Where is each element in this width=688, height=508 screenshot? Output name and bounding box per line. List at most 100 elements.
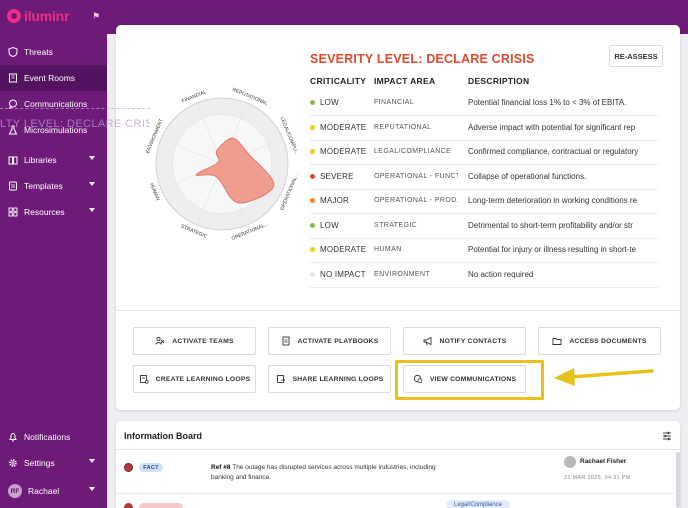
row-divider <box>116 493 676 494</box>
team-icon <box>155 336 165 346</box>
description-value: No action required <box>468 269 534 279</box>
book-icon <box>8 155 18 165</box>
loop-icon <box>139 374 149 384</box>
criticality-dot <box>310 198 315 203</box>
legal-compliance-tag: Legal/Compliance <box>446 500 510 508</box>
chevron-down-icon[interactable] <box>89 182 95 186</box>
access-documents-button[interactable]: ACCESS DOCUMENTS <box>538 327 661 355</box>
board-entry[interactable]: Ref #8 The outage has disrupted services… <box>211 463 441 483</box>
impact-area-value: REPUTATIONAL <box>374 123 432 131</box>
pin-icon[interactable]: ⚑ <box>92 11 101 21</box>
entry-ref: Ref #8 <box>211 464 231 471</box>
entry-author: Rachael Fisher <box>580 458 627 465</box>
sidebar-item-label: Communications <box>24 99 88 109</box>
logo[interactable]: iluminr <box>7 8 69 24</box>
radar-spoke <box>160 138 223 165</box>
share-learning-loops-button[interactable]: SHARE LEARNING LOOPS <box>268 365 391 393</box>
radar-data-shape <box>195 137 275 204</box>
criticality-dot <box>310 173 315 179</box>
building-icon <box>8 73 18 83</box>
severity-title: SEVERITY LEVEL: DECLARE CRISIS <box>310 52 535 66</box>
notify-contacts-button[interactable]: NOTIFY CONTACTS <box>403 327 526 355</box>
view-communications-button[interactable]: VIEW COMMUNICATIONS <box>403 365 526 393</box>
table-row[interactable]: MODERATE LEGAL/COMPLIANCE Confirmed compli… <box>310 141 658 165</box>
table-row[interactable]: MAJOR OPERATIONAL - PROD... Long-term dete… <box>310 190 658 214</box>
description-value: Adverse impact with potential for signif… <box>468 122 636 132</box>
chat-icon <box>413 374 423 384</box>
impact-radar-chart: FINANCIAL REPUTATIONALLEGAL/COMPLI...OPER… <box>145 87 300 242</box>
fact-badge: FACT <box>139 463 163 472</box>
description-value: Detrimental to short-term profitability … <box>468 220 633 230</box>
sidebar-item-notifications[interactable]: Notifications <box>0 424 107 450</box>
criticality-value: SEVERE <box>320 171 354 181</box>
impact-area-value: LEGAL/COMPLIANCE <box>374 148 452 155</box>
card-divider <box>116 310 680 311</box>
criticality-dot <box>310 149 315 154</box>
shield-icon <box>8 47 18 57</box>
criticality-dot <box>310 100 315 105</box>
sidebar-item-communications[interactable]: Communications <box>0 91 107 117</box>
criticality-dot <box>310 271 315 277</box>
tag-badge <box>139 503 183 508</box>
description-value: Potential financial loss 1% to < 3% of E… <box>468 98 627 107</box>
criticality-value: MODERATE <box>320 245 367 254</box>
chevron-down-icon[interactable] <box>89 156 95 160</box>
activate-playbooks-button[interactable]: ACTIVATE PLAYBOOKS <box>268 327 391 355</box>
activate-teams-button[interactable]: ACTIVATE TEAMS <box>133 327 256 355</box>
logo-icon <box>7 9 21 23</box>
sidebar-item-libraries[interactable]: Libraries <box>0 147 107 173</box>
table-row[interactable]: LOW FINANCIAL Potential financial loss 1% … <box>310 92 658 116</box>
sidebar-item-resources[interactable]: Resources <box>0 199 107 225</box>
criticality-value: MAJOR <box>320 196 349 205</box>
status-dot <box>124 463 133 472</box>
action-label: CREATE LEARNING LOOPS <box>155 375 251 383</box>
impact-area-value: FINANCIAL <box>374 99 415 106</box>
impact-area-value: OPERATIONAL - FUNCT... <box>374 172 458 180</box>
author-avatar <box>564 456 576 468</box>
sidebar-item-label: Event Rooms <box>24 73 76 83</box>
criticality-dot <box>310 124 315 130</box>
table-row[interactable]: LOW STRATEGIC Detrimental to short-term pr… <box>310 215 658 239</box>
criticality-dot <box>310 222 315 228</box>
description-value: Collapse of operational functions. <box>468 171 587 181</box>
action-label: SHARE LEARNING LOOPS <box>292 375 384 383</box>
table-row[interactable]: MODERATE REPUTATIONAL Adverse impact with … <box>310 117 658 141</box>
impact-area-value: STRATEGIC <box>374 221 418 229</box>
entry-text: The outage has disrupted services across… <box>211 464 436 481</box>
sidebar-item-settings[interactable]: Settings <box>0 450 107 476</box>
annotation-arrow-icon <box>554 368 654 386</box>
sidebar-item-event-rooms[interactable]: Event Rooms <box>0 65 107 91</box>
ghost-divider <box>0 108 150 109</box>
table-row[interactable]: SEVERE OPERATIONAL - FUNCT... Collapse of … <box>310 166 658 190</box>
board-divider <box>116 449 680 450</box>
chevron-down-icon[interactable] <box>89 208 95 212</box>
scrollbar[interactable] <box>676 452 680 508</box>
create-learning-loops-button[interactable]: CREATE LEARNING LOOPS <box>133 365 256 393</box>
template-icon <box>8 181 18 191</box>
impact-area-value: ENVIRONMENT <box>374 270 431 278</box>
radar-axis-label: HUMAN <box>148 182 161 202</box>
action-label: ACTIVATE TEAMS <box>172 337 234 345</box>
impact-area-value: OPERATIONAL - PROD... <box>374 197 458 204</box>
sidebar-item-label: Threats <box>24 47 53 57</box>
board-title: Information Board <box>124 431 202 441</box>
bell-icon <box>8 432 18 442</box>
user-menu[interactable]: RF Rachael <box>0 478 107 504</box>
table-row[interactable]: NO IMPACT ENVIRONMENT No action required <box>310 264 658 288</box>
share-icon <box>276 374 286 384</box>
action-label: NOTIFY CONTACTS <box>439 337 507 345</box>
chevron-down-icon[interactable] <box>89 459 95 463</box>
sidebar-item-label: Libraries <box>24 155 57 165</box>
sidebar-item-label: Notifications <box>24 432 71 442</box>
sidebar-item-threats[interactable]: Threats <box>0 39 107 65</box>
reassess-button[interactable]: RE-ASSESS <box>609 45 663 67</box>
table-row[interactable]: MODERATE HUMAN Potential for injury or ill… <box>310 239 658 263</box>
description-value: Potential for injury or illness resultin… <box>468 245 637 254</box>
sidebar-item-microsimulations[interactable]: Microsimulations <box>0 117 107 143</box>
criticality-value: LOW <box>320 98 339 107</box>
user-name: Rachael <box>28 486 60 496</box>
chevron-down-icon[interactable] <box>89 487 95 491</box>
filter-icon[interactable] <box>662 431 672 441</box>
criticality-value: LOW <box>320 220 339 230</box>
sidebar-item-templates[interactable]: Templates <box>0 173 107 199</box>
